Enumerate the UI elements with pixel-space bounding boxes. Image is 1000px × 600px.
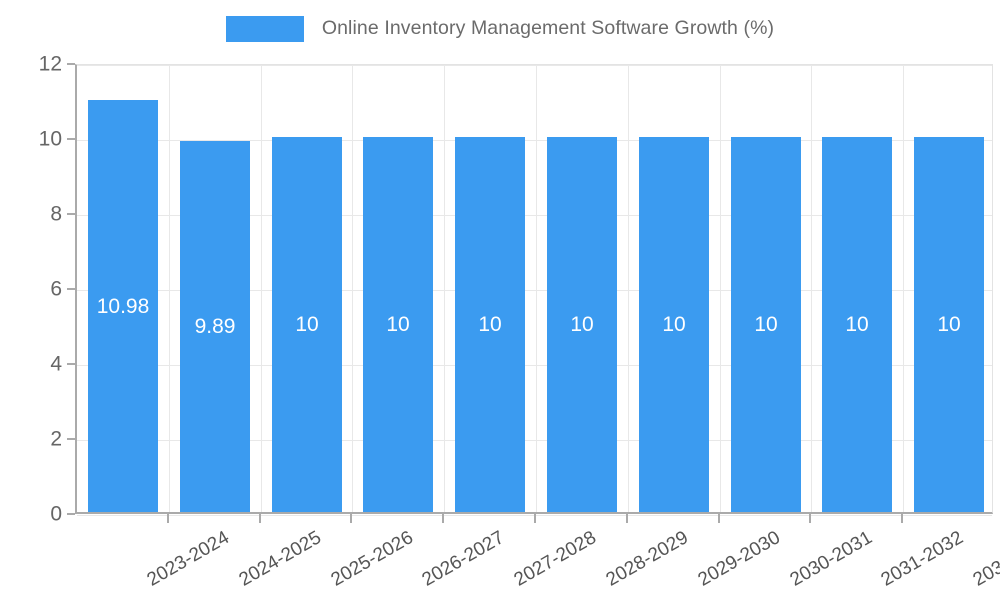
bar-value-label: 10.98 bbox=[96, 294, 150, 318]
bar-value-label: 10 bbox=[386, 313, 410, 336]
x-axis-label: 2023-2024 bbox=[143, 527, 233, 591]
x-axis-label: 2027-2028 bbox=[510, 527, 600, 591]
x-axis-label: 2028-2029 bbox=[602, 527, 692, 591]
x-tickmark-9 bbox=[901, 514, 903, 523]
x-axis-label: 2030-2031 bbox=[786, 527, 876, 591]
y-tick-label-8: 8 bbox=[50, 202, 62, 226]
y-axis: 0 2 4 6 8 10 12 bbox=[0, 54, 75, 525]
y-tickmark-0 bbox=[67, 513, 75, 515]
bar[interactable]: 10 bbox=[731, 137, 801, 512]
x-tickmark-5 bbox=[534, 514, 536, 523]
x-tickmark-7 bbox=[718, 514, 720, 523]
bar-series: 10.98 9.89 10 10 10 10 10 10 10 10 bbox=[77, 65, 992, 512]
x-axis-label: 2029-2030 bbox=[694, 527, 784, 591]
y-tick-label-0: 0 bbox=[50, 502, 62, 526]
bar[interactable]: 10 bbox=[455, 137, 525, 512]
bar[interactable]: 10 bbox=[914, 137, 984, 512]
x-tickmark-8 bbox=[809, 514, 811, 523]
bar[interactable]: 9.89 bbox=[180, 141, 250, 512]
bar[interactable]: 10 bbox=[547, 137, 617, 512]
x-tickmark-4 bbox=[442, 514, 444, 523]
bar[interactable]: 10 bbox=[822, 137, 892, 512]
x-axis-label: 2032-2033 bbox=[969, 527, 1000, 591]
x-axis-label: 2031-2032 bbox=[877, 527, 967, 591]
y-tickmark-8 bbox=[67, 213, 75, 215]
bar[interactable]: 10 bbox=[272, 137, 342, 512]
bar-value-label: 10 bbox=[937, 313, 961, 336]
y-tickmark-4 bbox=[67, 363, 75, 365]
y-tick-label-2: 2 bbox=[50, 427, 62, 451]
y-tick-label-4: 4 bbox=[50, 352, 62, 376]
bar[interactable]: 10 bbox=[639, 137, 709, 512]
y-tickmark-12 bbox=[67, 63, 75, 65]
x-tickmark-6 bbox=[626, 514, 628, 523]
x-axis-label: 2024-2025 bbox=[235, 527, 325, 591]
bar-value-label: 10 bbox=[478, 313, 502, 336]
x-tickmark-2 bbox=[259, 514, 261, 523]
y-tickmark-6 bbox=[67, 288, 75, 290]
bar[interactable]: 10.98 bbox=[88, 100, 158, 512]
bar-value-label: 10 bbox=[662, 313, 686, 336]
bar-value-label: 10 bbox=[845, 313, 869, 336]
bar-value-label: 10 bbox=[295, 313, 319, 336]
bar-value-label: 10 bbox=[570, 313, 594, 336]
legend-color-swatch-icon bbox=[225, 16, 304, 42]
x-axis-label: 2025-2026 bbox=[327, 527, 417, 591]
chart-legend: Online Inventory Management Software Gro… bbox=[0, 16, 1000, 42]
y-tick-label-6: 6 bbox=[50, 277, 62, 301]
bar-value-label: 10 bbox=[754, 313, 778, 336]
legend-item-growth[interactable]: Online Inventory Management Software Gro… bbox=[225, 16, 775, 42]
bar-value-label: 9.89 bbox=[194, 315, 236, 339]
x-tickmark-3 bbox=[350, 514, 352, 523]
x-axis-label: 2026-2027 bbox=[418, 527, 508, 591]
legend-label: Online Inventory Management Software Gro… bbox=[321, 17, 775, 40]
x-axis: 2023-2024 2024-2025 2025-2026 2026-2027 2027… bbox=[75, 514, 1000, 600]
y-tickmark-10 bbox=[67, 138, 75, 140]
y-tick-label-10: 10 bbox=[38, 127, 62, 151]
y-tickmark-2 bbox=[67, 438, 75, 440]
plot-area: 10.98 9.89 10 10 10 10 10 10 10 10 bbox=[75, 64, 993, 516]
x-tickmark-1 bbox=[167, 514, 169, 523]
y-tick-label-12: 12 bbox=[38, 52, 62, 76]
bar[interactable]: 10 bbox=[363, 137, 433, 512]
